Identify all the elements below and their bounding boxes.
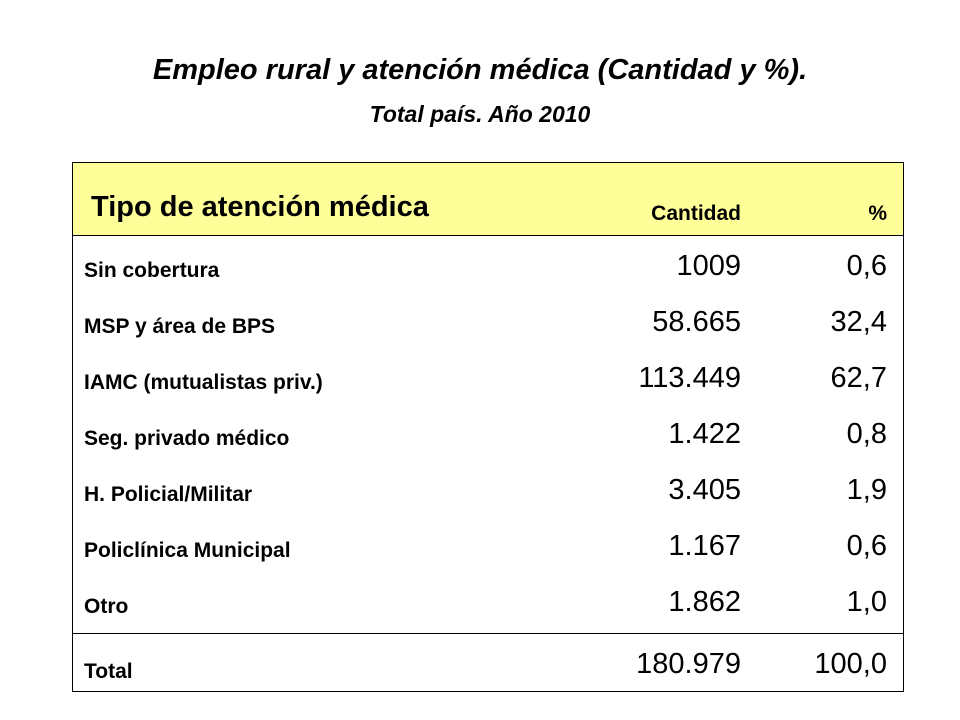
row-percent: 0,6 [846, 250, 887, 282]
total-percent: 100,0 [814, 648, 887, 680]
row-percent: 32,4 [830, 306, 887, 338]
total-label: Total [84, 660, 133, 683]
row-label: MSP y área de BPS [84, 315, 276, 338]
row-label: Policlínica Municipal [84, 539, 291, 562]
row-label: IAMC (mutualistas priv.) [84, 371, 323, 394]
row-quantity: 1.167 [668, 530, 741, 562]
row-label: Otro [84, 595, 129, 618]
total-divider [73, 633, 903, 634]
row-percent: 0,6 [846, 530, 887, 562]
table-header-row: Tipo de atención médica Cantidad % [73, 163, 903, 236]
table-row: MSP y área de BPS 58.665 32,4 [73, 291, 903, 347]
total-row: Total 180.979 100,0 [73, 633, 903, 689]
row-label: H. Policial/Militar [84, 483, 253, 506]
table-row: H. Policial/Militar 3.405 1,9 [73, 459, 903, 515]
table-row: Seg. privado médico 1.422 0,8 [73, 403, 903, 459]
header-quantity: Cantidad [651, 202, 741, 225]
row-percent: 62,7 [830, 362, 887, 394]
row-quantity: 3.405 [668, 474, 741, 506]
header-type: Tipo de atención médica [91, 191, 429, 223]
row-quantity: 1.422 [668, 418, 741, 450]
row-percent: 1,0 [846, 586, 887, 618]
page-title: Empleo rural y atención médica (Cantidad… [152, 54, 808, 86]
row-quantity: 1.862 [668, 586, 741, 618]
row-label: Seg. privado médico [84, 427, 290, 450]
data-table: Tipo de atención médica Cantidad % Sin c… [72, 162, 904, 692]
header-percent: % [868, 202, 887, 225]
row-quantity: 58.665 [652, 306, 741, 338]
table-row: Policlínica Municipal 1.167 0,6 [73, 515, 903, 571]
table-row: Otro 1.862 1,0 [73, 571, 903, 627]
row-percent: 0,8 [846, 418, 887, 450]
row-label: Sin cobertura [84, 259, 220, 282]
row-quantity: 113.449 [638, 362, 741, 394]
row-quantity: 1009 [676, 250, 741, 282]
table-row: IAMC (mutualistas priv.) 113.449 62,7 [73, 347, 903, 403]
row-percent: 1,9 [846, 474, 887, 506]
table-row: Sin cobertura 1009 0,6 [73, 235, 903, 291]
page-subtitle: Total país. Año 2010 [369, 101, 591, 127]
total-quantity: 180.979 [636, 648, 741, 680]
